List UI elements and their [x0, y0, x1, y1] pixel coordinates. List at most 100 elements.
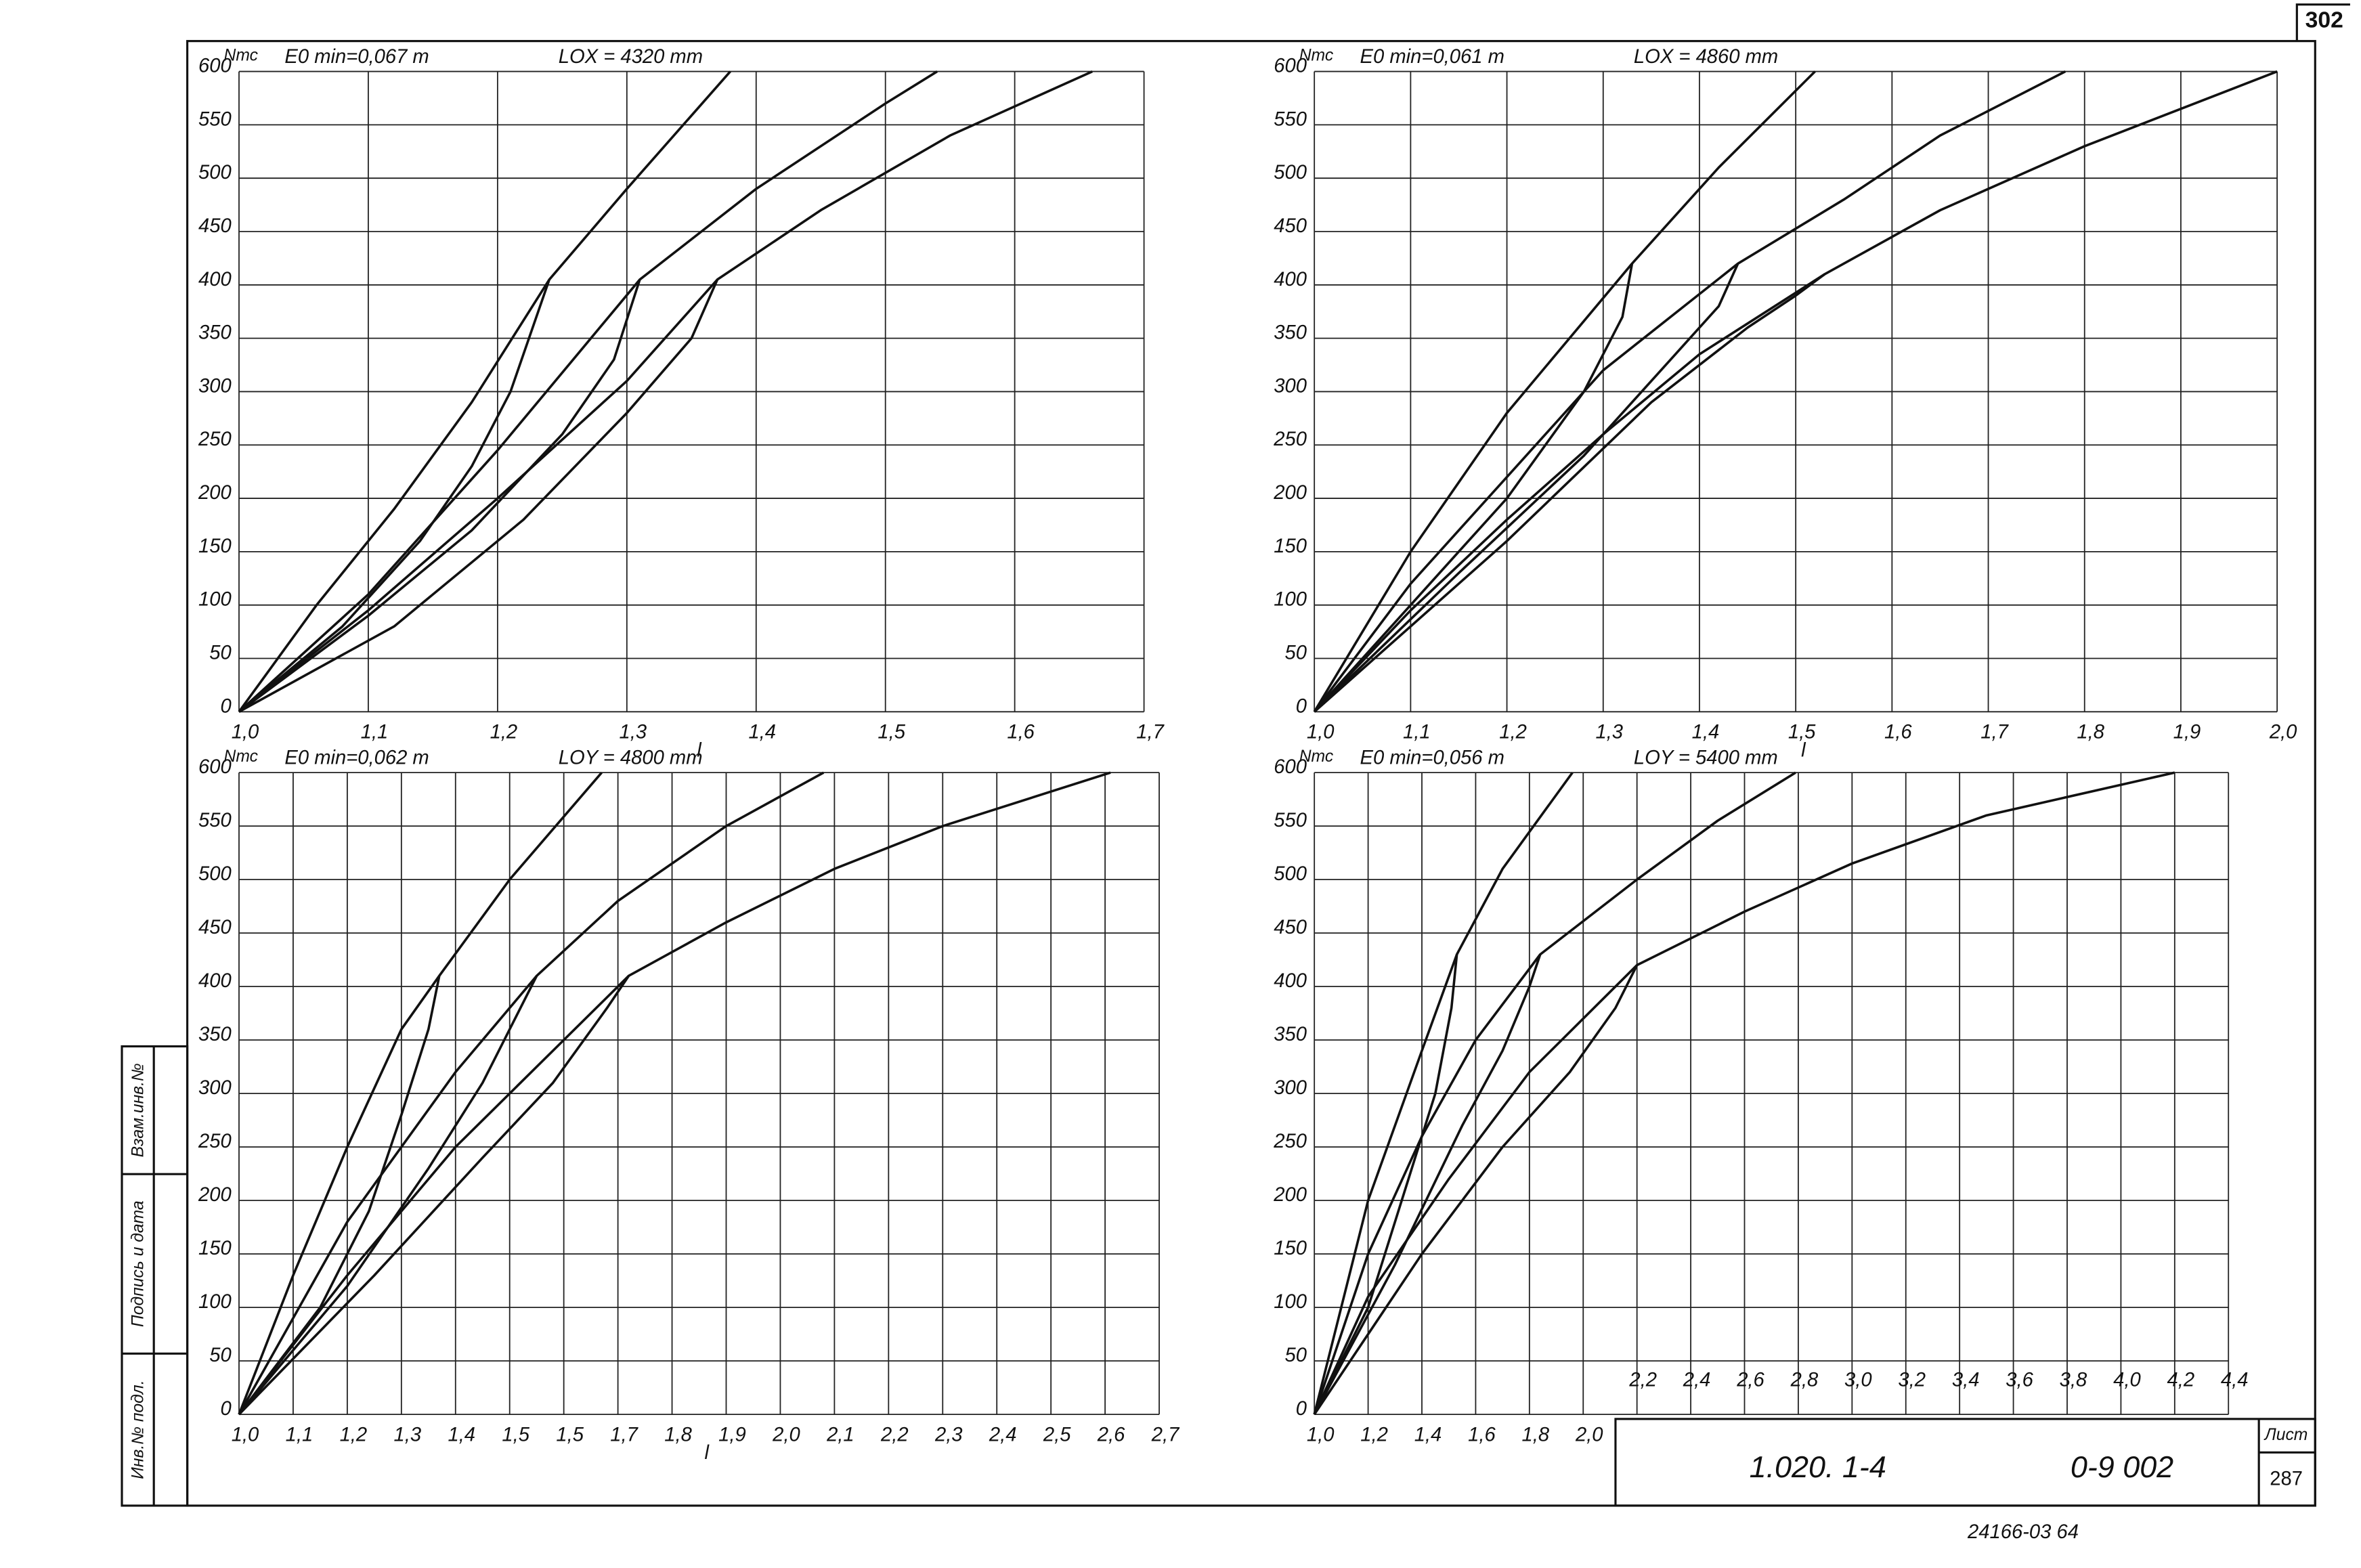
- x-tick-label: 2,4: [1683, 1369, 1711, 1391]
- x-tick-label: 1,7: [610, 1424, 638, 1445]
- x-tick-label: 1,9: [2173, 721, 2201, 743]
- sheet-label: Лист: [2263, 1426, 2308, 1444]
- y-tick-label: 600: [198, 756, 232, 778]
- y-tick-label: 500: [1274, 863, 1307, 885]
- x-tick-label: 2,5: [1043, 1424, 1071, 1445]
- y-tick-label: 300: [198, 375, 232, 397]
- x-tick-label: 1,3: [394, 1424, 422, 1445]
- y-tick-label: 600: [1274, 756, 1307, 778]
- x-tick-label: 1,2: [340, 1424, 368, 1445]
- y-tick-label: 200: [1273, 482, 1307, 504]
- x-tick-label: 3,6: [2006, 1369, 2033, 1391]
- x-tick-label: 1,1: [361, 721, 389, 743]
- y-tick-label: 300: [198, 1077, 232, 1099]
- curve: [1313, 771, 1796, 1415]
- x-tick-label: 2,0: [772, 1424, 800, 1445]
- x-axis-label: l: [697, 739, 702, 761]
- y-tick-label: 150: [198, 1238, 232, 1259]
- x-tick-label: 1,4: [748, 721, 776, 743]
- y-tick-label: 100: [1274, 1291, 1307, 1313]
- title-block: [1614, 1418, 2316, 1507]
- chart-title: E0 min=0,056 m: [1360, 747, 1504, 769]
- y-tick-label: 550: [198, 108, 232, 130]
- x-tick-label: 2,6: [1736, 1369, 1764, 1391]
- x-tick-label: 1,1: [286, 1424, 313, 1445]
- y-tick-label: 100: [1274, 589, 1307, 611]
- x-tick-label: 1,4: [1692, 721, 1720, 743]
- x-tick-label: 1,4: [1414, 1424, 1442, 1445]
- curve: [238, 279, 641, 713]
- x-tick-label: 3,2: [1898, 1369, 1926, 1391]
- curve: [1313, 772, 1574, 1415]
- y-tick-label: 250: [198, 429, 232, 450]
- chart-subtitle: LOY = 4800 mm: [559, 747, 703, 769]
- x-tick-label: 1,8: [2077, 721, 2104, 743]
- y-tick-label: 0: [221, 1398, 232, 1420]
- x-tick-label: 3,0: [1844, 1369, 1872, 1391]
- y-tick-label: 150: [198, 536, 232, 557]
- x-tick-label: 1,0: [232, 1424, 259, 1445]
- y-tick-label: 150: [1274, 1238, 1307, 1259]
- x-tick-label: 1,2: [490, 721, 518, 743]
- sheet-frame: [186, 40, 2316, 1507]
- x-tick-label: 1,5: [556, 1424, 584, 1445]
- x-tick-label: 4,0: [2113, 1369, 2141, 1391]
- y-tick-label: 0: [1296, 695, 1307, 717]
- x-tick-label: 3,4: [1952, 1369, 1980, 1391]
- y-tick-label: 600: [198, 56, 232, 77]
- y-tick-label: 450: [198, 917, 232, 938]
- curve: [1313, 263, 1634, 713]
- y-tick-label: 550: [1274, 810, 1307, 831]
- x-tick-label: 2,2: [1628, 1369, 1657, 1391]
- x-tick-label: 1,3: [620, 721, 647, 743]
- chart-subtitle: LOX = 4320 mm: [559, 46, 703, 68]
- curve: [238, 70, 731, 713]
- y-tick-label: 350: [198, 1024, 232, 1045]
- y-tick-label: 50: [1284, 1345, 1306, 1366]
- y-tick-label: 300: [1274, 1077, 1307, 1099]
- x-tick-label: 2,2: [880, 1424, 909, 1445]
- x-tick-label: 2,0: [2269, 721, 2297, 743]
- y-tick-label: 50: [209, 642, 231, 663]
- x-tick-label: 4,4: [2221, 1369, 2249, 1391]
- x-tick-label: 1,6: [1007, 721, 1035, 743]
- x-tick-label: 1,4: [448, 1424, 475, 1445]
- x-tick-label: 1,8: [1522, 1424, 1550, 1445]
- y-tick-label: 400: [198, 970, 232, 992]
- curve: [1313, 70, 2066, 713]
- y-tick-label: 400: [198, 269, 232, 290]
- y-tick-label: 100: [198, 1291, 232, 1313]
- chart-subtitle: LOX = 4860 mm: [1634, 46, 1778, 68]
- x-tick-label: 4,2: [2167, 1369, 2195, 1391]
- curve: [238, 771, 603, 1415]
- y-tick-label: 200: [198, 1184, 232, 1206]
- curve: [238, 975, 538, 1416]
- x-tick-label: 1,0: [1307, 721, 1335, 743]
- x-axis-label: l: [705, 1442, 710, 1464]
- chart-subtitle: LOY = 5400 mm: [1634, 747, 1778, 769]
- page-number-box: [2295, 3, 2350, 41]
- y-tick-label: 350: [198, 322, 232, 344]
- y-tick-label: 250: [1273, 1131, 1307, 1152]
- chart-title: E0 min=0,061 m: [1360, 46, 1504, 68]
- x-tick-label: 2,8: [1790, 1369, 1819, 1391]
- x-tick-label: 1,2: [1499, 721, 1527, 743]
- curve: [238, 975, 441, 1416]
- y-tick-label: 100: [198, 589, 232, 611]
- footer-code: 24166-03 64: [1967, 1521, 2079, 1543]
- document-code: 1.020. 1-4: [1750, 1450, 1886, 1484]
- stamp-label: Инв.№ подл.: [129, 1380, 147, 1479]
- y-tick-label: 0: [221, 695, 232, 717]
- curve: [238, 70, 1093, 713]
- curve: [1313, 263, 1739, 713]
- curve: [1313, 70, 2278, 713]
- x-tick-label: 1,5: [878, 721, 905, 743]
- y-tick-label: 300: [1274, 375, 1307, 397]
- y-tick-label: 50: [1284, 642, 1306, 663]
- y-tick-label: 500: [198, 162, 232, 183]
- y-tick-label: 200: [1273, 1184, 1307, 1206]
- document-number: 0-9 002: [2071, 1450, 2173, 1484]
- y-tick-label: 400: [1274, 970, 1307, 992]
- chart-title: E0 min=0,062 m: [284, 747, 429, 769]
